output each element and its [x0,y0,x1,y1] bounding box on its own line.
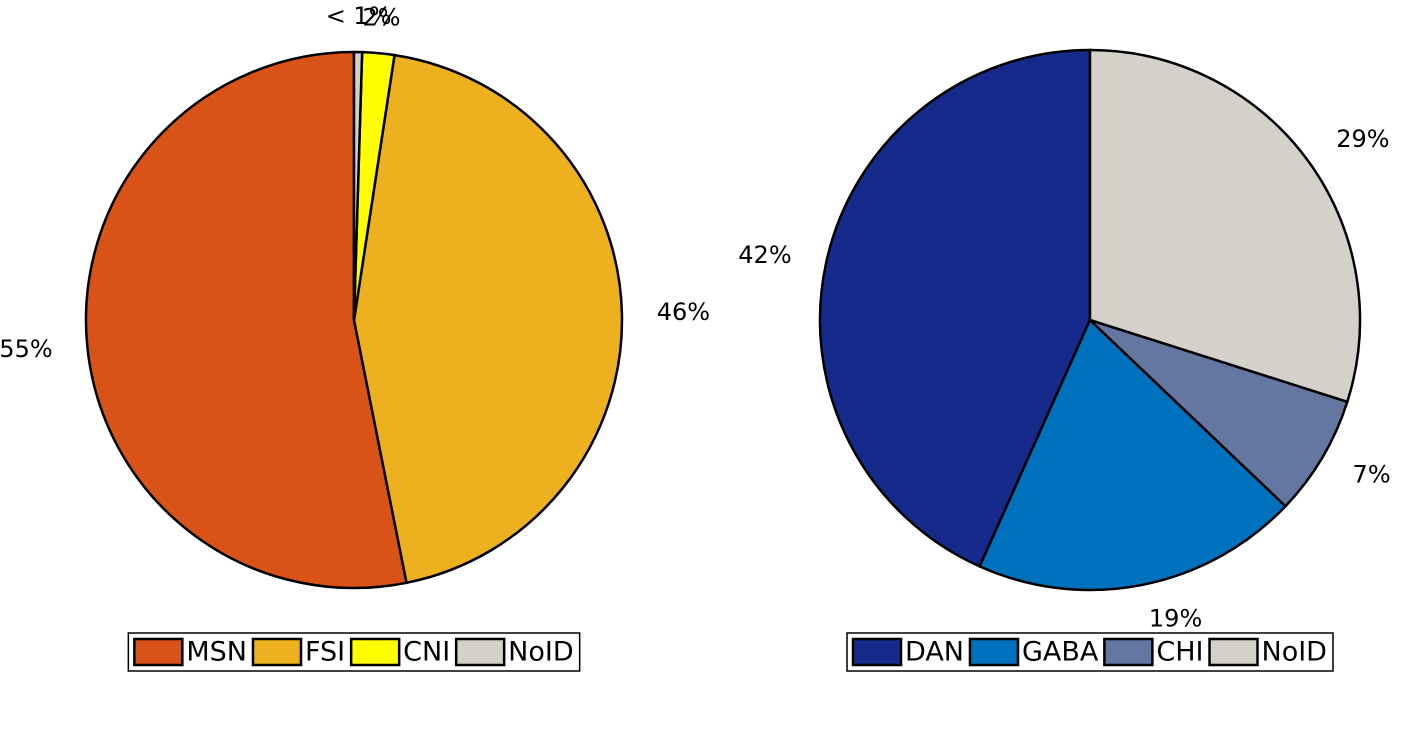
slice-label: 2% [362,3,400,31]
legend-swatch [1103,637,1154,667]
slice-label: 42% [738,241,791,269]
legend: DAN GABA CHI NoID [846,632,1334,672]
legend-swatch [349,637,401,667]
pie-slice [352,53,624,585]
legend-swatch [454,637,506,667]
legend-swatch [851,637,903,667]
legend-swatch [251,637,303,667]
slice-label: 46% [657,298,710,326]
legend-label: NoID [508,637,573,668]
slice-label: 29% [1336,125,1389,153]
legend-label: MSN [186,637,247,668]
legend-swatch [968,637,1020,667]
pie-slice [84,50,409,590]
pie-slice [352,50,364,321]
slice-label: 55% [0,335,53,363]
legend-label: NoID [1262,637,1327,668]
legend-swatch [133,637,184,667]
slice-label: 7% [1353,460,1391,488]
legend-swatch [1208,637,1259,667]
pie-slice [1088,48,1362,404]
pie-slice [1089,318,1349,508]
pie-chart: 55% 46% 2%< 1% [0,2,710,590]
pie-chart: 42% 19% 7% 29% [738,48,1391,632]
pie-slice [818,48,1092,569]
legend-label: CHI [1156,637,1203,668]
legend-label: FSI [305,637,345,668]
pie-slice [977,317,1288,592]
slice-label: 19% [1149,604,1202,632]
slice-label: < 1% [326,2,392,30]
legend-label: CNI [403,637,450,668]
legend-label: DAN [905,637,964,668]
legend-label: GABA [1022,637,1099,668]
legend: MSN FSI CNI NoID [127,632,581,672]
